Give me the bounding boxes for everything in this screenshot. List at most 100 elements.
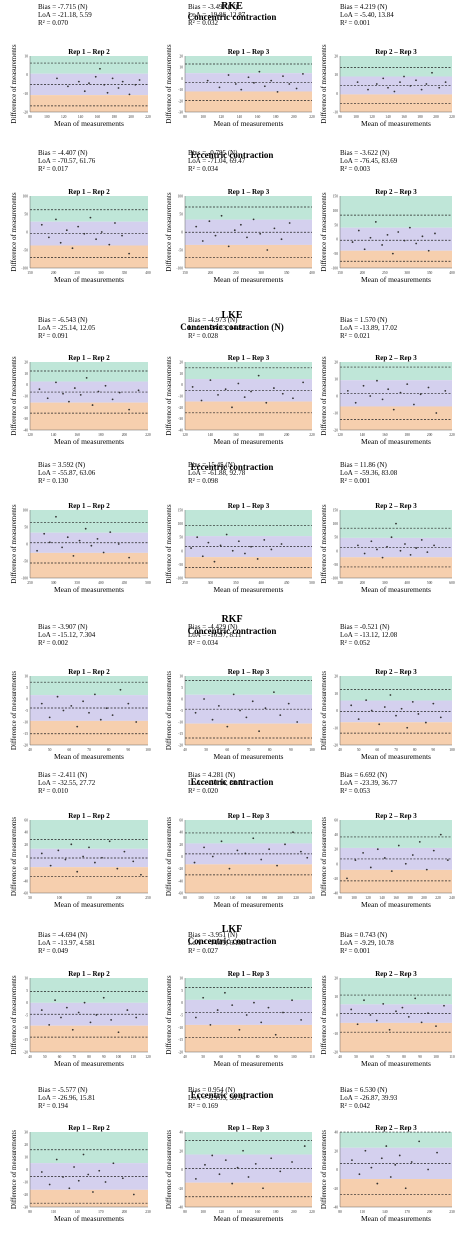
data-point xyxy=(96,538,99,540)
y-tick-label: 0 xyxy=(26,383,28,387)
stat-line: Bias = -2.411 (N) xyxy=(38,771,88,779)
panel-title: Rep 2 – Rep 3 xyxy=(375,1124,417,1132)
data-point xyxy=(411,854,414,856)
stat-line: Bias = 4.219 (N) xyxy=(340,3,388,11)
data-point xyxy=(244,852,247,855)
x-tick-label: 300 xyxy=(51,581,57,585)
x-tick-label: 140 xyxy=(208,433,214,437)
stat-line: LoA = -26.96, 15.81 xyxy=(38,1094,96,1102)
lower-loa-band xyxy=(340,869,452,893)
data-point xyxy=(409,553,412,556)
x-tick-label: 400 xyxy=(259,581,265,585)
data-point xyxy=(291,1161,293,1163)
data-point xyxy=(425,83,428,85)
lower-loa-band xyxy=(340,406,452,430)
y-tick-label: -100 xyxy=(331,577,338,581)
y-tick-label: 100 xyxy=(178,522,184,526)
data-point xyxy=(62,1176,64,1178)
data-point xyxy=(219,544,222,547)
y-tick-label: 0 xyxy=(26,1001,28,1005)
x-tick-label: 90 xyxy=(432,748,436,752)
y-axis-label: Difference of measurements xyxy=(165,504,173,583)
data-point xyxy=(116,867,119,870)
stat-line: Bias = 3.592 (N) xyxy=(38,461,86,469)
x-tick-label: 100 xyxy=(57,896,63,900)
data-point xyxy=(62,392,64,395)
x-tick-label: 80 xyxy=(183,1210,187,1214)
x-tick-label: 180 xyxy=(407,896,413,900)
data-point xyxy=(390,536,393,539)
data-point xyxy=(118,391,121,394)
data-point xyxy=(109,531,112,533)
data-point xyxy=(121,80,124,83)
x-tick-label: 160 xyxy=(95,115,101,119)
data-point xyxy=(112,1162,115,1165)
data-point xyxy=(253,1001,255,1004)
x-tick-label: 200 xyxy=(284,433,290,437)
data-point xyxy=(380,1157,383,1160)
data-point xyxy=(413,403,415,406)
stat-line: LoA = -13.97, 4.581 xyxy=(38,939,96,947)
stat-line: LoA = -25.14, 12.05 xyxy=(38,324,96,332)
data-point xyxy=(257,374,260,377)
stat-line: R² = 0.001 xyxy=(340,947,370,955)
y-tick-label: -10 xyxy=(178,88,183,92)
data-point xyxy=(254,1162,257,1165)
data-point xyxy=(280,543,283,545)
x-tick-label: 80 xyxy=(28,115,32,119)
x-tick-label: 220 xyxy=(449,433,455,437)
data-point xyxy=(363,248,366,251)
x-tick-label: 200 xyxy=(51,271,57,275)
x-tick-label: 100 xyxy=(309,748,315,752)
x-tick-label: 60 xyxy=(68,748,72,752)
data-point xyxy=(224,1159,227,1162)
data-point xyxy=(207,541,210,544)
y-tick-label: -10 xyxy=(178,721,183,725)
data-point xyxy=(435,412,438,414)
y-tick-label: -10 xyxy=(23,1181,28,1185)
data-point xyxy=(363,999,365,1002)
x-tick-label: 180 xyxy=(273,1210,279,1214)
data-point xyxy=(62,709,65,712)
x-tick-label: 450 xyxy=(122,581,128,585)
y-tick-label: -20 xyxy=(23,744,28,748)
y-axis-label: Difference of measurements xyxy=(165,44,173,123)
lower-loa-band xyxy=(340,557,452,578)
x-tick-label: 350 xyxy=(284,271,290,275)
y-tick-label: 0 xyxy=(336,1168,338,1172)
x-tick-label: 80 xyxy=(338,115,342,119)
lower-loa-band xyxy=(30,867,148,893)
y-tick-label: 10 xyxy=(179,675,183,679)
data-point xyxy=(274,1033,277,1036)
data-point xyxy=(443,1004,445,1007)
x-axis-label: Mean of measurements xyxy=(214,437,284,446)
y-tick-label: 50 xyxy=(179,213,183,217)
data-point xyxy=(273,691,275,693)
x-tick-label: 140 xyxy=(78,115,84,119)
y-tick-label: -15 xyxy=(178,1038,183,1042)
section-title: Eccentric contraction xyxy=(191,1090,274,1100)
data-point xyxy=(253,81,255,84)
data-point xyxy=(369,1014,372,1016)
data-point xyxy=(258,70,261,73)
data-point xyxy=(105,707,108,710)
x-tick-label: 180 xyxy=(262,896,268,900)
x-axis-label: Mean of measurements xyxy=(361,1059,431,1068)
y-tick-label: 0 xyxy=(336,1014,338,1018)
y-tick-label: -50 xyxy=(333,252,338,256)
x-tick-label: 200 xyxy=(291,1210,297,1214)
data-point xyxy=(418,1140,421,1143)
data-point xyxy=(65,1006,68,1009)
stat-line: LoA = -14.09, 6.193 xyxy=(188,939,246,947)
x-tick-label: 200 xyxy=(128,115,134,119)
data-point xyxy=(228,867,231,870)
x-tick-label: 80 xyxy=(413,748,417,752)
data-point xyxy=(68,400,70,403)
data-point xyxy=(276,90,279,93)
data-point xyxy=(193,861,196,864)
x-axis-label: Mean of measurements xyxy=(361,585,431,594)
